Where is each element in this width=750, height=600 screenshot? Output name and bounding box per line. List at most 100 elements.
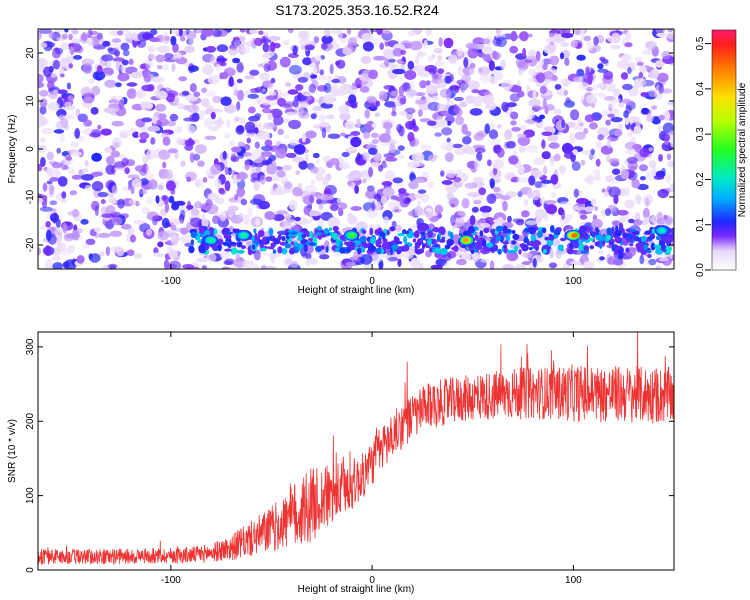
heatmap-cell xyxy=(162,136,171,146)
snr-x-label: Height of straight line (km) xyxy=(298,584,415,595)
heatmap-band-cell xyxy=(629,228,636,232)
heatmap-cell xyxy=(389,142,396,154)
heatmap-cell xyxy=(111,38,122,43)
heatmap-cell xyxy=(287,29,294,34)
heatmap-cell xyxy=(639,164,648,172)
heatmap-cell xyxy=(180,234,193,244)
heatmap-cell xyxy=(434,132,443,137)
heatmap-cell xyxy=(134,165,147,172)
heatmap-cell xyxy=(67,211,77,216)
heatmap-cell xyxy=(73,55,83,60)
heatmap-cell xyxy=(301,133,306,143)
heatmap-cell xyxy=(658,154,663,162)
heatmap-cell xyxy=(197,160,205,167)
heatmap-cell xyxy=(446,137,451,143)
heatmap-cell xyxy=(453,176,462,183)
heatmap-band-cell xyxy=(508,249,517,254)
heatmap-band-cell xyxy=(190,231,198,238)
heatmap-cell xyxy=(105,205,116,215)
heatmap-band-cell xyxy=(350,242,356,247)
heatmap-cell xyxy=(284,82,292,87)
heatmap-cell xyxy=(574,29,581,36)
snr-x-tick-label: 100 xyxy=(565,575,582,586)
heatmap-band-cell xyxy=(553,229,561,236)
heatmap-cell xyxy=(244,121,256,133)
heatmap-cell xyxy=(563,151,574,159)
heatmap-cell xyxy=(321,42,328,50)
heatmap-cell xyxy=(253,181,261,192)
heatmap-cell xyxy=(465,42,478,50)
heatmap-cell xyxy=(532,89,537,101)
heatmap-cell xyxy=(238,171,247,181)
heatmap-cell xyxy=(427,68,437,75)
heatmap-band-cell xyxy=(589,245,595,250)
heatmap-band-cell xyxy=(375,247,383,255)
heatmap-cell xyxy=(39,98,48,108)
heatmap-cell xyxy=(297,76,308,83)
heatmap-band-cell xyxy=(612,244,616,250)
heatmap-band-cell xyxy=(391,244,398,249)
heatmap-band-cell xyxy=(254,232,258,241)
heatmap-band-cell xyxy=(446,238,455,246)
heatmap-cell xyxy=(292,156,304,163)
heatmap-cell xyxy=(392,68,406,75)
heatmap-band-cell xyxy=(427,230,434,238)
heatmap-cell xyxy=(96,65,103,73)
heatmap-cell xyxy=(384,170,396,181)
heatmap-cell xyxy=(515,219,525,226)
heatmap-cell xyxy=(185,29,190,35)
heatmap-cell xyxy=(97,191,109,198)
heatmap-cell xyxy=(52,59,61,70)
heatmap-hotspot xyxy=(462,237,469,243)
heatmap-cell xyxy=(371,138,380,144)
heatmap-cell xyxy=(570,40,578,48)
heatmap-cell xyxy=(465,95,476,104)
heatmap-cell xyxy=(610,116,623,123)
heatmap-cell xyxy=(570,109,580,121)
heatmap-band-cell xyxy=(381,233,386,240)
heatmap-cell xyxy=(147,125,161,132)
heatmap-cell xyxy=(220,96,232,106)
heatmap-cell xyxy=(579,214,588,220)
heatmap-band-cell xyxy=(230,247,238,255)
heatmap-cell xyxy=(474,159,481,170)
heatmap-cell xyxy=(535,82,548,87)
heatmap-band-cell xyxy=(492,244,499,252)
heatmap-cell xyxy=(122,49,130,57)
heatmap-cell xyxy=(277,128,285,135)
heatmap-cell xyxy=(115,60,121,71)
heatmap-x-tick-label: -100 xyxy=(161,276,181,287)
heatmap-cell xyxy=(219,249,230,259)
heatmap-cell xyxy=(354,184,359,194)
heatmap-cell xyxy=(318,121,330,127)
heatmap-cell xyxy=(288,199,298,211)
heatmap-cell xyxy=(315,174,324,182)
heatmap-cell xyxy=(224,209,236,215)
heatmap-cell xyxy=(545,204,557,215)
heatmap-cell xyxy=(139,132,150,140)
heatmap-cell xyxy=(658,82,664,94)
heatmap-band-cell xyxy=(270,242,277,247)
heatmap-cell xyxy=(407,210,418,217)
heatmap-band-cell xyxy=(523,238,530,244)
heatmap-cell xyxy=(610,44,621,50)
heatmap-cell xyxy=(152,153,159,159)
heatmap-band-cell xyxy=(308,237,314,242)
heatmap-band-cell xyxy=(444,244,451,250)
heatmap-cell xyxy=(353,250,359,261)
heatmap-band-cell xyxy=(502,241,509,245)
heatmap-cell xyxy=(480,73,493,83)
heatmap-cell xyxy=(656,72,669,83)
heatmap-cell xyxy=(435,258,448,267)
heatmap-cell xyxy=(145,58,153,70)
heatmap-cell xyxy=(275,210,289,215)
heatmap-cell xyxy=(319,254,330,260)
heatmap-cell xyxy=(141,207,151,214)
heatmap-band-cell xyxy=(301,234,307,238)
heatmap-cell xyxy=(507,215,512,223)
snr-y-tick-label: 100 xyxy=(25,487,36,504)
heatmap-band-cell xyxy=(199,226,205,234)
heatmap-cell xyxy=(539,114,545,120)
heatmap-cell xyxy=(368,147,378,155)
heatmap-cell xyxy=(399,200,410,208)
